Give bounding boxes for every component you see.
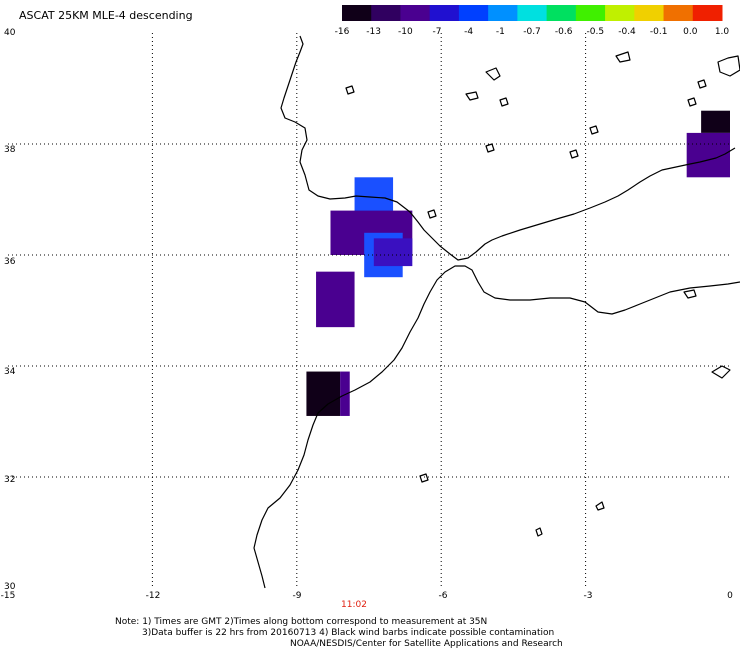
wind-cell <box>306 371 341 416</box>
colorbar-label: -0.6 <box>554 27 573 37</box>
coastline-island-9 <box>683 289 697 299</box>
x-tick-label: -15 <box>0 591 16 601</box>
x-tick-label: 0 <box>727 591 733 601</box>
colorbar-label: -10 <box>397 27 413 37</box>
colorbar-swatch <box>517 5 548 21</box>
y-tick-label: 30 <box>4 582 16 592</box>
x-tick-label: -3 <box>583 591 593 601</box>
colorbar-label: -0.4 <box>618 27 636 37</box>
colorbar-label: 0.0 <box>683 27 698 37</box>
y-tick-label: 32 <box>4 475 16 485</box>
colorbar-swatch <box>458 5 489 21</box>
colorbar-label: -4 <box>464 27 474 37</box>
y-tick-label: 36 <box>4 257 16 267</box>
grid-lines <box>8 33 730 588</box>
colorbar <box>342 5 723 21</box>
colorbar-swatch <box>342 5 372 21</box>
coastline-ibiza <box>697 79 707 89</box>
coastline-island-3 <box>499 97 509 107</box>
wind-cell <box>701 110 730 133</box>
time-label: 11:02 <box>341 600 367 610</box>
coastline-island-14 <box>569 149 579 159</box>
note-line-2: 3)Data buffer is 22 hrs from 20160713 4)… <box>142 628 555 638</box>
colorbar-swatch <box>400 5 431 21</box>
coastline-island-12 <box>419 473 429 483</box>
colorbar-swatch <box>634 5 665 21</box>
x-tick-label: -9 <box>292 591 302 601</box>
coastline-island-13 <box>485 143 495 153</box>
colorbar-swatch <box>575 5 606 21</box>
colorbar-swatch <box>371 5 401 21</box>
x-tick-label: -12 <box>145 591 161 601</box>
colorbar-swatch <box>546 5 577 21</box>
map-title: ASCAT 25KM MLE-4 descending <box>19 9 193 22</box>
colorbar-label: -7 <box>432 27 442 37</box>
coastline-island-2 <box>465 91 479 101</box>
coastline-island-5 <box>589 125 599 135</box>
wind-cell <box>340 371 350 416</box>
colorbar-swatch <box>692 5 723 21</box>
coastline-island-4 <box>345 85 355 95</box>
colorbar-label: -0.7 <box>523 27 541 37</box>
coastline-iberia <box>280 35 736 261</box>
coastline-island-11 <box>535 527 543 537</box>
coastline-island-1 <box>485 67 501 81</box>
x-tick-label: -6 <box>438 591 448 601</box>
coastline-island-6 <box>615 51 631 63</box>
coastline-island-10 <box>595 501 605 511</box>
coastline-island-15 <box>427 209 437 219</box>
coastline-island-8 <box>711 365 731 379</box>
colorbar-label: -16 <box>334 27 350 37</box>
coastline-mallorca <box>717 55 740 77</box>
coastline-africa <box>253 265 740 589</box>
y-tick-label: 38 <box>4 145 16 155</box>
note-line-1: Note: 1) Times are GMT 2)Times along bot… <box>115 617 488 627</box>
colorbar-label: 1.0 <box>714 27 730 37</box>
colorbar-label: -13 <box>366 27 382 37</box>
data-cells-layer <box>306 110 730 416</box>
y-tick-label: 34 <box>4 367 16 377</box>
coastline-island-7 <box>687 97 697 107</box>
colorbar-swatch <box>488 5 518 21</box>
y-tick-label: 40 <box>4 28 16 38</box>
wind-cell <box>316 271 355 328</box>
colorbar-label: -0.5 <box>586 27 605 37</box>
colorbar-swatch <box>605 5 635 21</box>
coastline <box>253 35 740 589</box>
colorbar-label: -0.1 <box>649 27 668 37</box>
note-line-3: NOAA/NESDIS/Center for Satellite Applica… <box>290 639 563 649</box>
wind-cell <box>373 238 413 267</box>
colorbar-swatch <box>429 5 460 21</box>
colorbar-label: -1 <box>495 27 505 37</box>
colorbar-swatch <box>663 5 694 21</box>
